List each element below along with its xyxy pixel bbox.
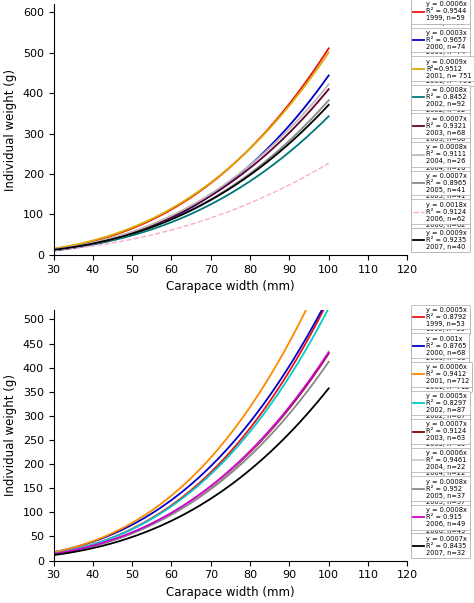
Y-axis label: Individual weight (g): Individual weight (g) <box>4 374 17 496</box>
Legend: y = 0.0007x
R² = 0.8435
2007, n=32: y = 0.0007x R² = 0.8435 2007, n=32 <box>411 534 470 558</box>
X-axis label: Carapace width (mm): Carapace width (mm) <box>166 586 295 599</box>
X-axis label: Carapace width (mm): Carapace width (mm) <box>166 280 295 293</box>
Y-axis label: Individual weight (g): Individual weight (g) <box>4 69 17 191</box>
Legend: y = 0.0009x
R² = 0.9235
2007, n=40: y = 0.0009x R² = 0.9235 2007, n=40 <box>411 228 470 253</box>
